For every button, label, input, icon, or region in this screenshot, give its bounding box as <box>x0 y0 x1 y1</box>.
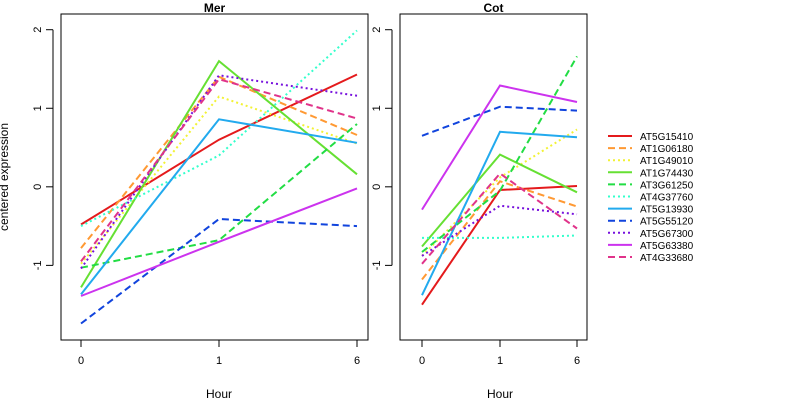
series-line-at5g13930 <box>80 118 358 296</box>
plot-frame <box>399 13 588 341</box>
series-line-at1g49010 <box>421 128 578 257</box>
series-line-at3g61250 <box>421 55 578 253</box>
legend-label: AT4G37760 <box>640 193 694 204</box>
y-tick-label: 2 <box>32 27 44 33</box>
series-line-at5g55120 <box>80 217 358 325</box>
legend-label: AT1G74430 <box>640 168 694 179</box>
series-line-at5g13930 <box>421 130 578 296</box>
legend-item: AT5G55120 <box>608 217 694 228</box>
y-tick-label: 2 <box>371 27 383 33</box>
series-line-at4g33680 <box>421 172 578 265</box>
series-line-at5g55120 <box>421 105 578 137</box>
legend-item: AT4G33680 <box>608 253 694 264</box>
y-tick-label: 1 <box>371 105 383 111</box>
y-tick-label: 1 <box>32 105 44 111</box>
panel-title: Cot <box>484 1 504 15</box>
legend-item: AT1G49010 <box>608 156 694 167</box>
legend-label: AT4G33680 <box>640 253 694 264</box>
legend-item: AT4G37760 <box>608 193 694 204</box>
series-line-at5g67300 <box>80 74 358 270</box>
legend-item: AT3G61250 <box>608 180 694 191</box>
y-tick-label: 0 <box>32 184 44 190</box>
legend-label: AT5G63380 <box>640 241 694 252</box>
series-line-at5g15410 <box>80 73 358 226</box>
series-line-at5g67300 <box>421 204 578 257</box>
legend-item: AT5G15410 <box>608 132 694 143</box>
y-axis: -1 0 1 2 <box>32 27 54 270</box>
series-layer <box>421 55 578 306</box>
legend-item: AT5G67300 <box>608 229 694 240</box>
x-tick-label: 6 <box>354 355 360 367</box>
plot-frame <box>60 13 369 341</box>
x-tick-label: 6 <box>574 355 580 367</box>
legend-item: AT5G63380 <box>608 241 694 252</box>
y-axis: -1 0 1 2 <box>371 27 393 270</box>
legend-label: AT1G49010 <box>640 156 694 167</box>
series-line-at5g63380 <box>421 84 578 211</box>
y-tick-label: 0 <box>371 184 383 190</box>
y-tick-label: -1 <box>371 260 383 270</box>
legend: AT5G15410AT1G06180AT1G49010AT1G74430AT3G… <box>608 132 694 264</box>
legend-label: AT5G15410 <box>640 132 694 143</box>
panel-mer: Mer 0 1 6 -1 0 1 2 Hour <box>32 1 369 400</box>
legend-label: AT5G55120 <box>640 217 694 228</box>
series-line-at1g49010 <box>80 95 358 265</box>
legend-label: AT5G13930 <box>640 205 694 216</box>
series-line-at1g06180 <box>421 180 578 281</box>
x-axis-label: Hour <box>206 387 232 400</box>
legend-item: AT1G74430 <box>608 168 694 179</box>
series-layer <box>80 29 358 325</box>
x-axis: 0 1 6 <box>78 339 360 367</box>
legend-label: AT5G67300 <box>640 229 694 240</box>
panel-cot: Cot 0 1 6 -1 0 1 2 Hour <box>371 1 588 400</box>
legend-item: AT1G06180 <box>608 144 694 155</box>
legend-label: AT3G61250 <box>640 180 694 191</box>
series-line-at4g33680 <box>80 78 358 263</box>
series-line-at1g74430 <box>80 59 358 288</box>
y-tick-label: -1 <box>32 260 44 270</box>
series-line-at3g61250 <box>80 123 358 269</box>
x-tick-label: 1 <box>216 355 222 367</box>
series-line-at1g74430 <box>421 153 578 248</box>
panel-title: Mer <box>204 1 226 15</box>
x-tick-label: 0 <box>419 355 425 367</box>
series-line-at4g37760 <box>422 234 578 239</box>
series-line-at1g06180 <box>80 75 358 249</box>
legend-label: AT1G06180 <box>640 144 694 155</box>
legend-item: AT5G13930 <box>608 205 694 216</box>
series-line-at5g63380 <box>80 187 358 297</box>
x-axis-label: Hour <box>487 387 513 400</box>
y-axis-label: centered expression <box>0 123 11 231</box>
x-axis: 0 1 6 <box>419 339 580 367</box>
x-tick-label: 1 <box>497 355 503 367</box>
x-tick-label: 0 <box>78 355 84 367</box>
